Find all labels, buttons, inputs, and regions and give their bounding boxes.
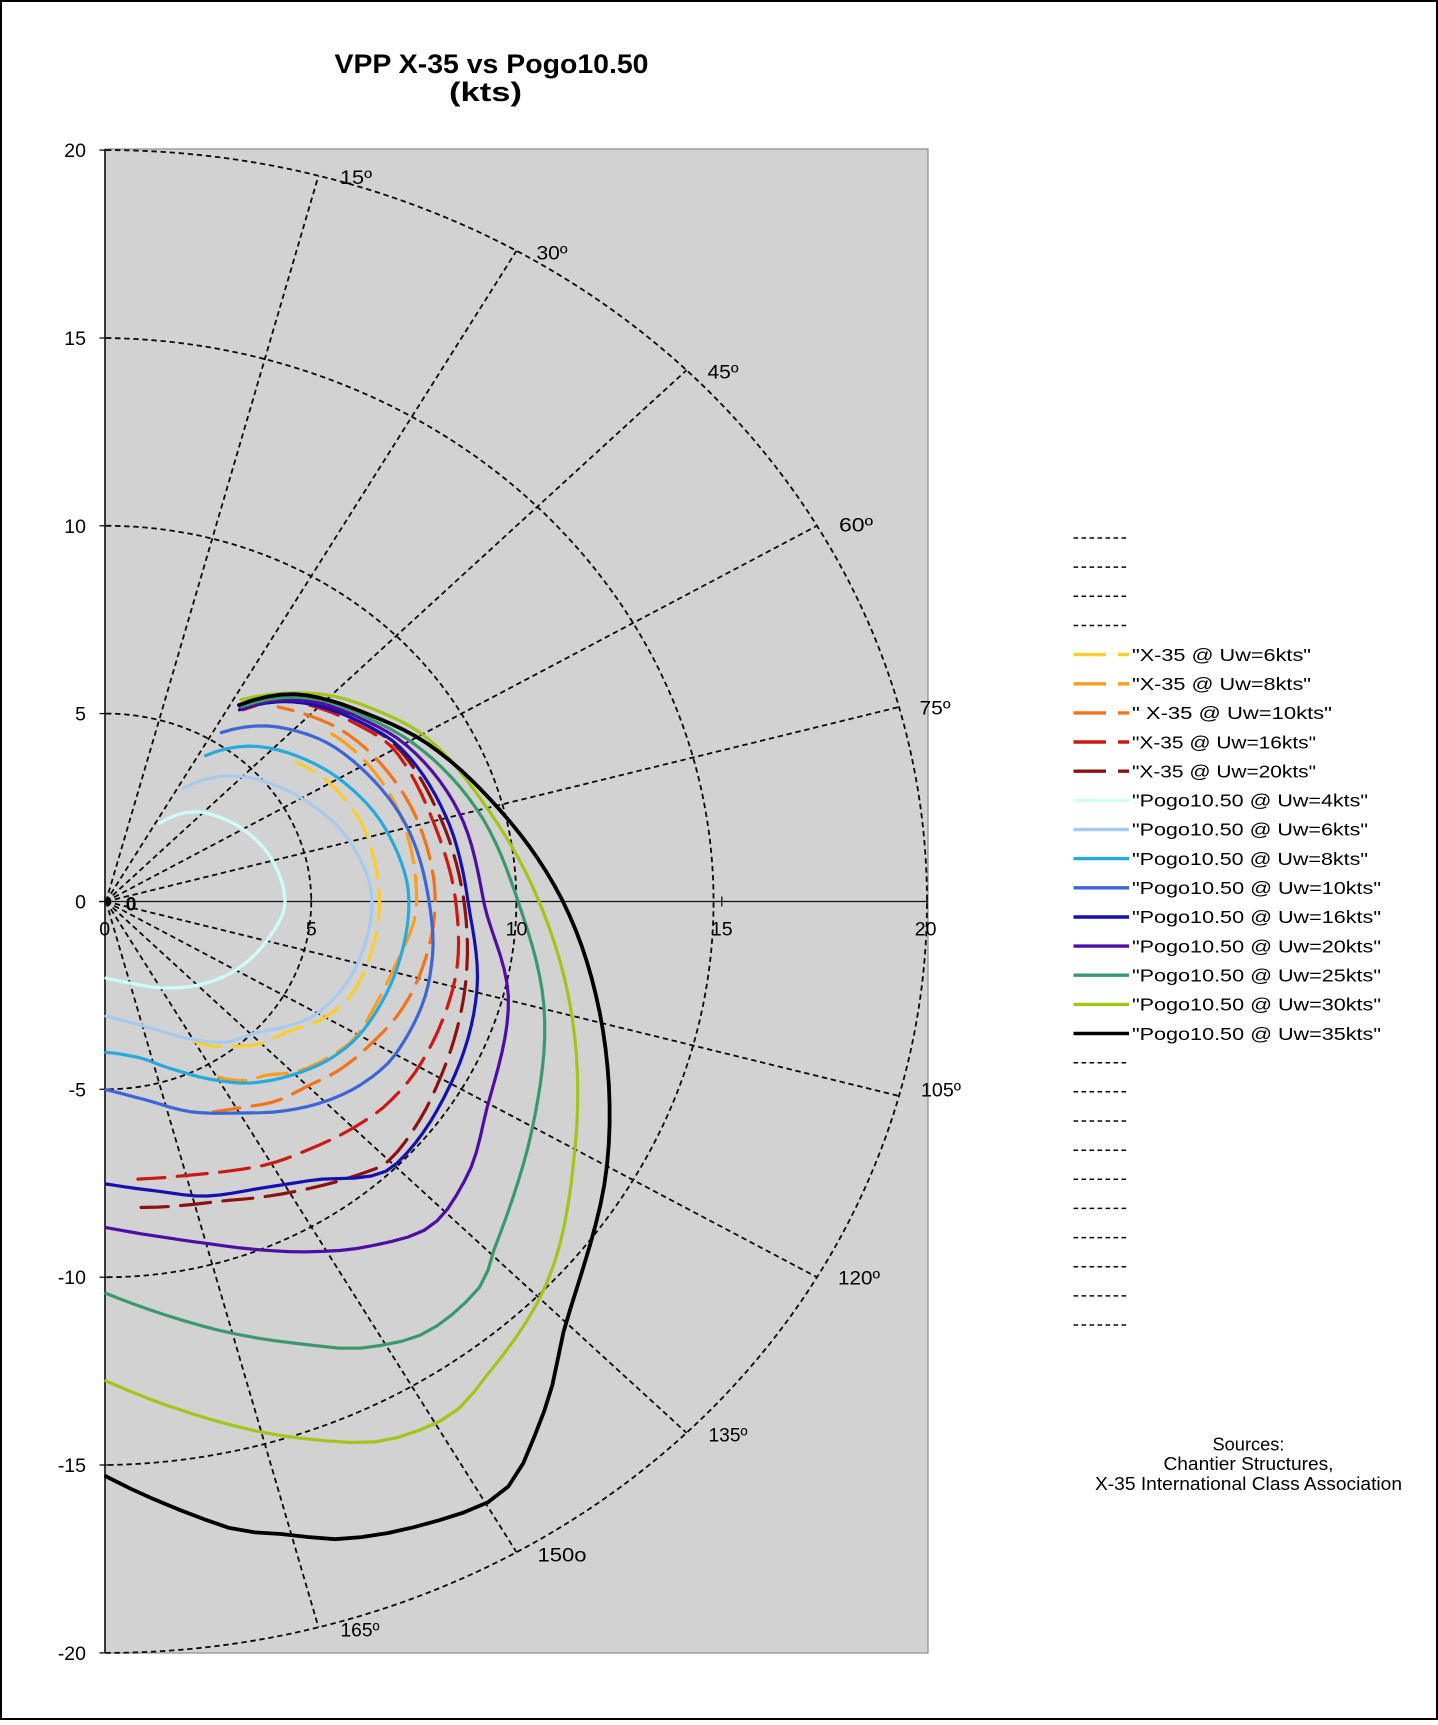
svg-text:"Pogo10.50 @ Uw=25kts": "Pogo10.50 @ Uw=25kts" [1132,965,1381,985]
svg-text:150o: 150o [538,1545,587,1567]
svg-text:15: 15 [711,919,733,941]
svg-text:10: 10 [64,516,86,538]
svg-text:X-35 International Class Asso: X-35 International Class Association [1095,1474,1402,1494]
svg-text:20: 20 [915,919,937,941]
svg-text:"Pogo10.50 @ Uw=8kts": "Pogo10.50 @ Uw=8kts" [1132,849,1368,869]
svg-text:135º: 135º [709,1425,748,1447]
svg-text:0: 0 [75,892,86,914]
svg-text:"X-35 @ Uw=8kts": "X-35 @ Uw=8kts" [1132,674,1311,694]
svg-text:"Pogo10.50 @ Uw=6kts": "Pogo10.50 @ Uw=6kts" [1132,820,1368,840]
svg-text:" X-35 @ Uw=10kts": " X-35 @ Uw=10kts" [1132,703,1332,723]
svg-text:15: 15 [64,328,86,350]
svg-text:"Pogo10.50 @ Uw=4kts": "Pogo10.50 @ Uw=4kts" [1132,791,1368,811]
svg-text:(kts): (kts) [449,77,522,107]
svg-text:Chantier Structures,: Chantier Structures, [1164,1454,1334,1474]
svg-text:20: 20 [64,140,86,162]
svg-text:10: 10 [506,919,528,941]
svg-text:"Pogo10.50 @ Uw=10kts": "Pogo10.50 @ Uw=10kts" [1132,878,1381,898]
svg-text:0: 0 [99,919,110,941]
svg-text:"X-35 @ Uw=6kts": "X-35 @ Uw=6kts" [1132,645,1311,665]
svg-text:105º: 105º [921,1080,961,1102]
svg-text:Sources:: Sources: [1213,1435,1285,1455]
svg-text:0: 0 [126,894,137,916]
svg-text:-20: -20 [58,1643,86,1665]
svg-text:"X-35 @ Uw=20kts": "X-35 @ Uw=20kts" [1132,761,1316,781]
svg-text:165º: 165º [341,1620,380,1642]
svg-text:30º: 30º [537,243,568,265]
svg-text:"X-35 @ Uw=16kts": "X-35 @ Uw=16kts" [1132,732,1316,752]
svg-text:15º: 15º [340,167,372,189]
svg-text:60º: 60º [839,515,873,537]
svg-text:-5: -5 [69,1079,86,1101]
svg-text:5: 5 [306,919,317,941]
svg-text:"Pogo10.50 @ Uw=16kts": "Pogo10.50 @ Uw=16kts" [1132,907,1381,927]
svg-text:45º: 45º [708,362,739,384]
svg-text:-15: -15 [58,1455,86,1477]
svg-text:"Pogo10.50 @ Uw=30kts": "Pogo10.50 @ Uw=30kts" [1132,995,1381,1015]
svg-text:5: 5 [75,704,86,726]
svg-text:75º: 75º [920,698,951,720]
svg-text:120º: 120º [838,1268,880,1290]
svg-text:"Pogo10.50 @ Uw=35kts": "Pogo10.50 @ Uw=35kts" [1132,1024,1381,1044]
svg-text:-10: -10 [58,1267,86,1289]
svg-text:"Pogo10.50 @ Uw=20kts": "Pogo10.50 @ Uw=20kts" [1132,936,1381,956]
svg-text:VPP X-35 vs Pogo10.50: VPP X-35 vs Pogo10.50 [335,49,649,79]
